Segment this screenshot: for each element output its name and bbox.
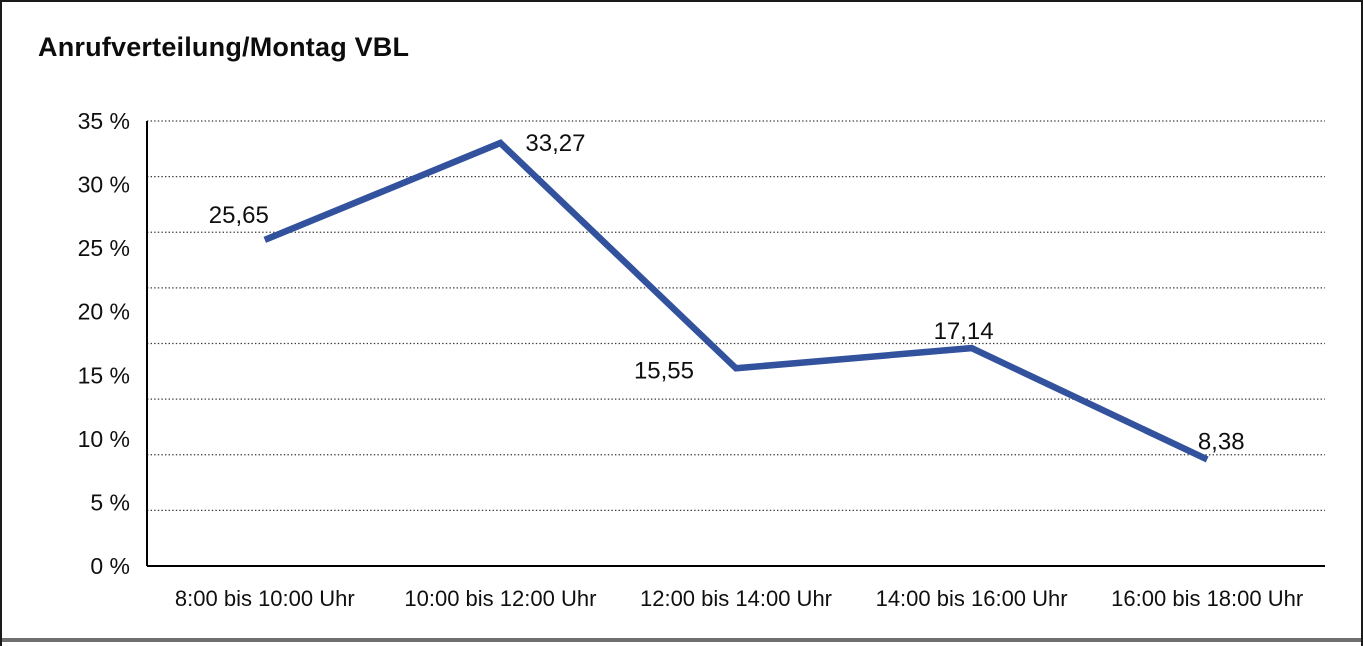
y-axis-tick-label: 30 % [78,172,130,198]
data-point-label: 33,27 [525,130,585,157]
bottom-border-bar [2,638,1361,642]
x-axis-category-label: 16:00 bis 18:00 Uhr [1111,586,1303,611]
data-point-label: 25,65 [209,202,269,229]
axes [146,121,1325,567]
y-axis-tick-label: 20 % [78,299,130,325]
y-axis-tick-label: 0 % [90,553,130,579]
x-axis-category-label: 8:00 bis 10:00 Uhr [175,586,355,611]
y-axis-tick-label: 10 % [78,426,130,452]
y-axis-tick-label: 15 % [78,362,130,388]
x-axis-category-label: 10:00 bis 12:00 Uhr [404,586,596,611]
data-point-label: 15,55 [634,357,694,384]
gridlines [147,120,1325,512]
data-point-label: 8,38 [1198,428,1245,455]
y-axis-tick-label: 5 % [90,489,130,515]
data-series [263,139,1209,463]
chart-title: Anrufverteilung/Montag VBL [38,32,410,62]
y-axis-tick-labels: 0 % 5 % 10 % 15 % 20 % 25 % 30 % 35 % [78,108,130,579]
y-axis-tick-label: 25 % [78,235,130,261]
x-axis-category-label: 14:00 bis 16:00 Uhr [876,586,1068,611]
data-point-labels: 25,65 33,27 15,55 17,14 8,38 [209,130,1245,455]
data-point-label: 17,14 [934,318,994,345]
x-axis-category-labels: 8:00 bis 10:00 Uhr 10:00 bis 12:00 Uhr 12:… [175,586,1303,611]
y-axis-tick-label: 35 % [78,108,130,134]
data-line [263,139,1209,463]
x-axis-category-label: 12:00 bis 14:00 Uhr [640,586,832,611]
